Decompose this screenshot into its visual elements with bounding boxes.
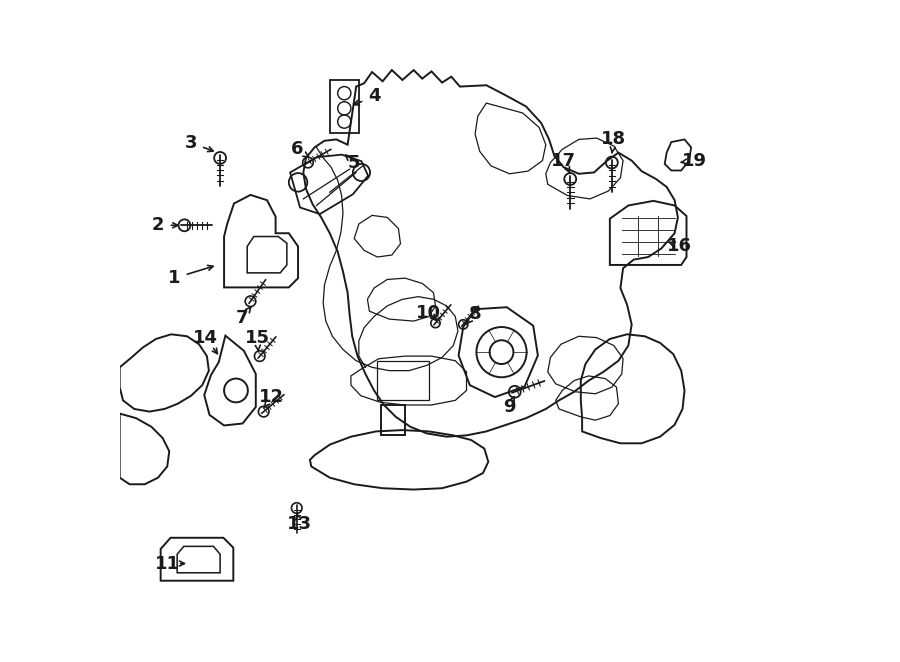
Text: 7: 7 (236, 308, 248, 327)
Text: 8: 8 (469, 305, 482, 324)
Text: 1: 1 (168, 269, 181, 287)
Text: 14: 14 (194, 328, 218, 347)
Text: 6: 6 (291, 140, 303, 158)
Text: 2: 2 (152, 216, 165, 234)
Text: 15: 15 (245, 328, 270, 347)
Text: 17: 17 (551, 152, 576, 169)
Text: 4: 4 (368, 87, 381, 105)
Text: 9: 9 (503, 398, 516, 416)
Text: 13: 13 (287, 515, 312, 533)
Text: 16: 16 (668, 238, 692, 256)
Text: 10: 10 (417, 303, 441, 322)
Text: 19: 19 (682, 152, 707, 169)
Text: 5: 5 (348, 154, 361, 171)
Text: 18: 18 (601, 130, 626, 148)
Text: 3: 3 (184, 134, 197, 152)
Text: 11: 11 (155, 555, 180, 573)
Text: 12: 12 (259, 388, 284, 406)
